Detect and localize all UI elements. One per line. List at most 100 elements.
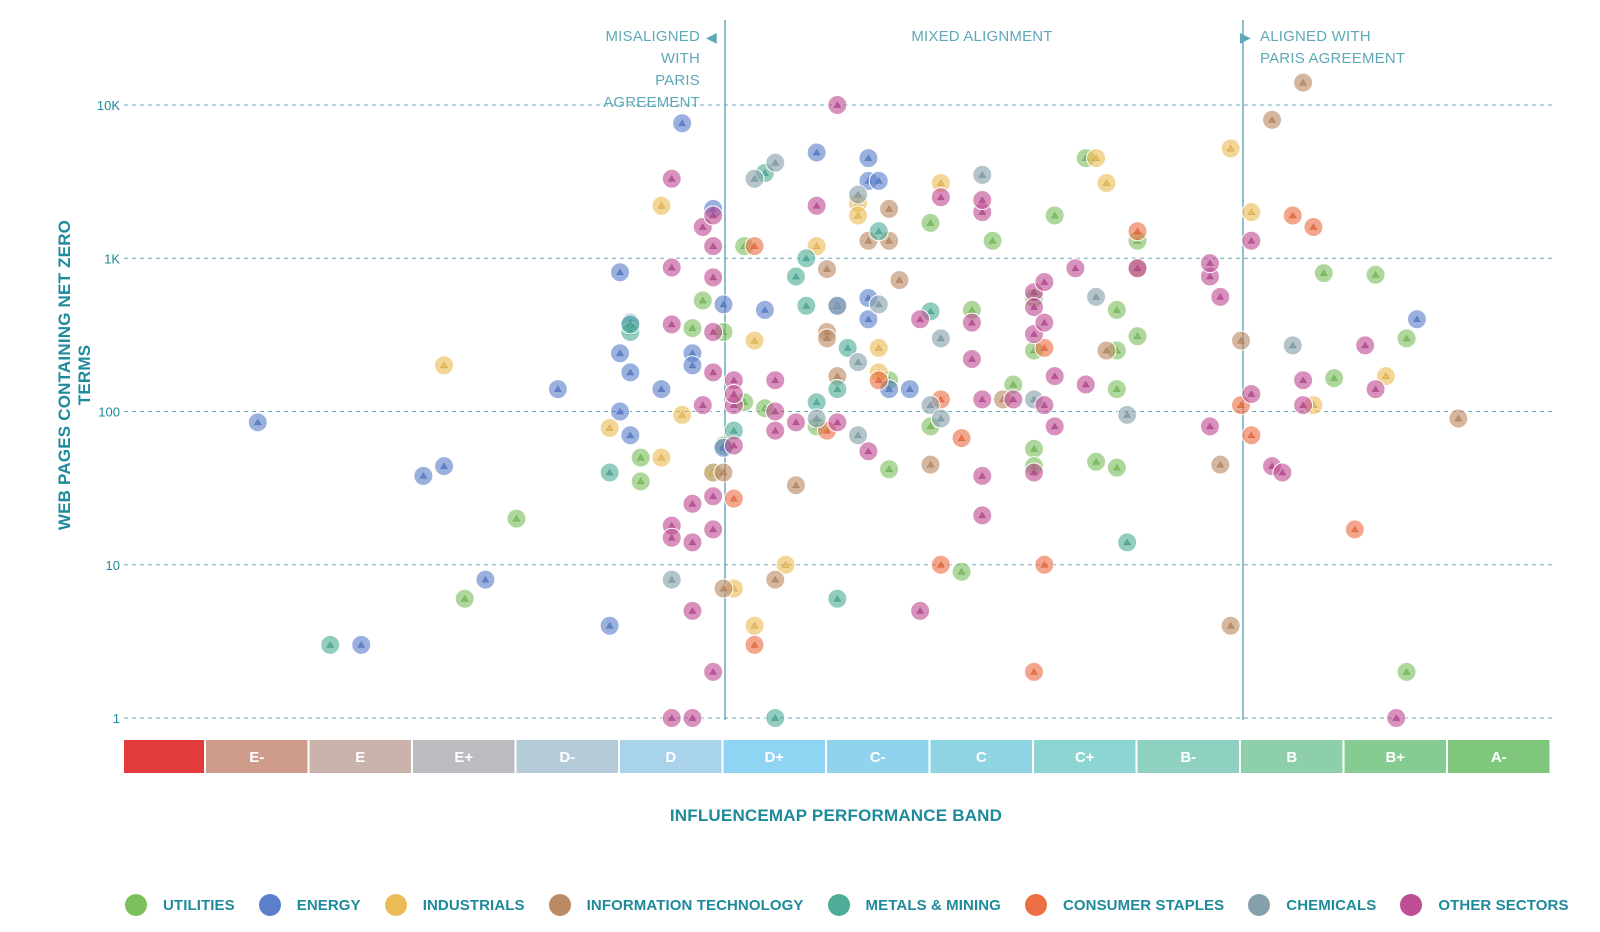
data-point[interactable] [413, 465, 434, 486]
data-point[interactable] [765, 708, 786, 728]
data-point[interactable] [1034, 395, 1055, 416]
data-point[interactable] [610, 262, 630, 283]
data-point[interactable] [1241, 202, 1262, 223]
data-point[interactable] [1303, 216, 1324, 237]
data-point[interactable] [1293, 72, 1314, 93]
data-point[interactable] [858, 441, 879, 462]
data-point[interactable] [972, 465, 993, 486]
data-point[interactable] [703, 205, 724, 226]
data-point[interactable] [982, 230, 1003, 251]
data-point[interactable] [1313, 263, 1334, 284]
data-point[interactable] [682, 532, 703, 553]
data-point[interactable] [899, 379, 920, 400]
data-point[interactable] [1282, 205, 1303, 226]
data-point[interactable] [754, 299, 775, 320]
data-point[interactable] [1024, 462, 1044, 483]
data-point[interactable] [765, 370, 786, 391]
data-point[interactable] [1106, 379, 1127, 400]
data-point[interactable] [1365, 264, 1386, 285]
data-point[interactable] [879, 459, 900, 480]
data-point[interactable] [1003, 389, 1024, 410]
data-point[interactable] [868, 221, 889, 242]
data-point[interactable] [848, 184, 869, 205]
data-point[interactable] [765, 401, 786, 422]
data-point[interactable] [713, 294, 734, 315]
data-point[interactable] [703, 519, 724, 540]
data-point[interactable] [744, 330, 765, 351]
data-point[interactable] [434, 456, 455, 477]
data-point[interactable] [1106, 457, 1127, 478]
data-point[interactable] [1065, 258, 1086, 279]
data-point[interactable] [930, 408, 951, 429]
data-point[interactable] [1127, 326, 1148, 347]
data-point[interactable] [806, 195, 827, 216]
data-point[interactable] [703, 661, 724, 682]
data-point[interactable] [1293, 370, 1314, 391]
data-point[interactable] [858, 148, 879, 169]
data-point[interactable] [1096, 172, 1117, 193]
data-point[interactable] [889, 270, 910, 291]
data-point[interactable] [1262, 109, 1283, 130]
data-point[interactable] [910, 600, 931, 621]
data-point[interactable] [672, 404, 693, 425]
data-point[interactable] [682, 708, 703, 728]
data-point[interactable] [713, 578, 734, 599]
data-point[interactable] [682, 493, 703, 514]
data-point[interactable] [547, 379, 568, 400]
data-point[interactable] [1096, 340, 1117, 361]
data-point[interactable] [351, 634, 372, 655]
data-point[interactable] [599, 462, 620, 483]
data-point[interactable] [1386, 708, 1407, 728]
data-point[interactable] [620, 314, 641, 335]
data-point[interactable] [817, 259, 837, 280]
data-point[interactable] [682, 600, 703, 621]
data-point[interactable] [827, 295, 848, 316]
data-point[interactable] [827, 95, 848, 115]
data-point[interactable] [1324, 368, 1345, 389]
data-point[interactable] [434, 355, 455, 376]
data-point[interactable] [1396, 661, 1417, 682]
data-point[interactable] [1293, 395, 1314, 416]
data-point[interactable] [765, 420, 786, 441]
data-point[interactable] [454, 588, 475, 609]
data-point[interactable] [920, 454, 941, 475]
data-point[interactable] [817, 328, 837, 349]
data-point[interactable] [723, 384, 744, 405]
data-point[interactable] [827, 412, 848, 433]
data-point[interactable] [827, 379, 848, 400]
data-point[interactable] [1365, 379, 1386, 400]
data-point[interactable] [651, 195, 672, 216]
data-point[interactable] [1210, 286, 1231, 307]
data-point[interactable] [661, 708, 682, 728]
data-point[interactable] [972, 189, 993, 210]
data-point[interactable] [1034, 312, 1055, 333]
data-point[interactable] [1220, 615, 1241, 636]
data-point[interactable] [630, 447, 651, 468]
data-point[interactable] [1106, 299, 1127, 320]
data-point[interactable] [692, 395, 713, 416]
data-point[interactable] [1044, 366, 1065, 387]
data-point[interactable] [1117, 404, 1138, 425]
data-point[interactable] [848, 352, 869, 373]
data-point[interactable] [961, 312, 982, 333]
data-point[interactable] [1396, 328, 1417, 349]
data-point[interactable] [1241, 425, 1262, 446]
data-point[interactable] [930, 172, 951, 193]
data-point[interactable] [1282, 335, 1303, 356]
data-point[interactable] [1127, 221, 1148, 242]
data-point[interactable] [1034, 271, 1055, 292]
data-point[interactable] [620, 425, 641, 446]
data-point[interactable] [1086, 148, 1107, 169]
data-point[interactable] [744, 634, 765, 655]
data-point[interactable] [651, 447, 672, 468]
data-point[interactable] [682, 318, 703, 339]
data-point[interactable] [682, 355, 703, 376]
data-point[interactable] [972, 164, 993, 185]
data-point[interactable] [848, 425, 869, 446]
data-point[interactable] [868, 337, 889, 358]
data-point[interactable] [961, 349, 982, 370]
data-point[interactable] [744, 168, 765, 189]
data-point[interactable] [744, 615, 765, 636]
data-point[interactable] [972, 505, 993, 526]
data-point[interactable] [951, 561, 972, 582]
